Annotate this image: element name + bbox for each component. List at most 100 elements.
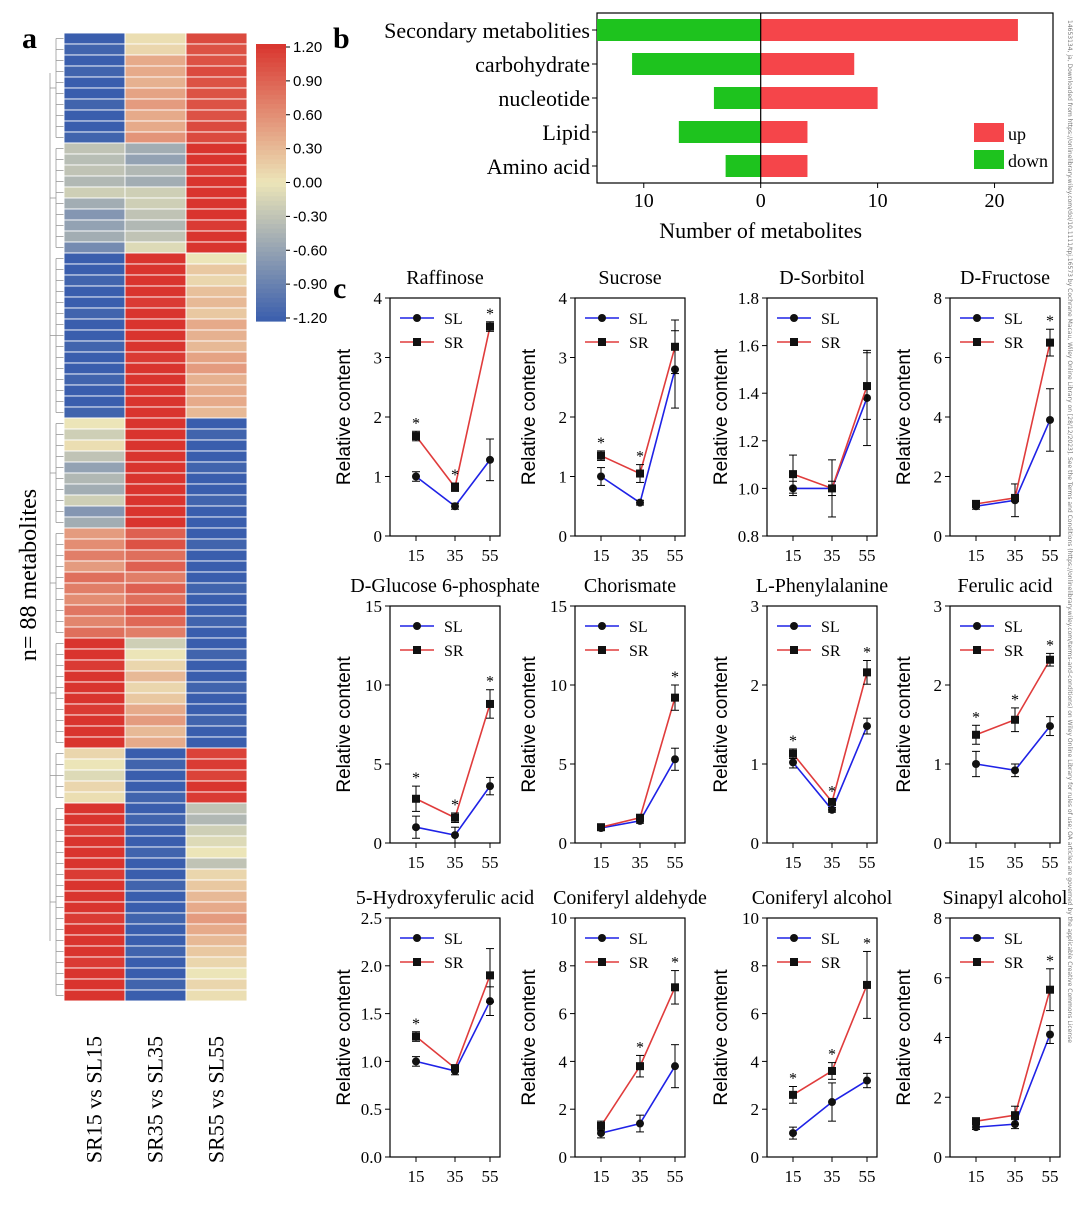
y-tick-label: 1.0 [738, 479, 759, 498]
heatmap-cell [185, 450, 248, 463]
SL-point [451, 502, 459, 511]
heatmap-cell [63, 747, 126, 760]
SR-line [792, 385, 868, 490]
heatmap-cell [63, 802, 126, 815]
heatmap-cell [185, 197, 248, 210]
legend-SL-label: SL [629, 311, 648, 328]
heatmap-cell [63, 626, 126, 639]
heatmap-cell [124, 714, 187, 727]
colorbar-segment [256, 274, 286, 281]
colorbar-segment [256, 164, 286, 170]
heatmap-cell [63, 670, 126, 683]
heatmap-cell [63, 164, 126, 177]
x-tick-label: 35 [447, 546, 464, 565]
colorbar-segment [256, 182, 286, 188]
y-tick-label: 10 [550, 909, 567, 928]
legend-SL-marker [413, 622, 421, 630]
SL-point [1046, 722, 1054, 731]
y-tick-label: 5 [559, 755, 568, 774]
colorbar-segment [256, 127, 286, 133]
legend-SL-label: SL [1004, 311, 1023, 328]
SR-line [600, 986, 676, 1127]
heatmap-cell [185, 747, 248, 760]
heatmap-cell [63, 505, 126, 518]
legend-SR-label: SR [821, 643, 841, 660]
SR-point [1011, 493, 1019, 502]
legend-SR-label: SR [1004, 335, 1024, 352]
bar-down [632, 53, 761, 75]
SR-line [975, 342, 1051, 505]
heatmap-cell [63, 32, 126, 45]
colorbar-segment [256, 288, 286, 294]
heatmap-cell [124, 219, 187, 232]
SL-point [636, 1119, 644, 1128]
colorbar-segment [256, 293, 286, 299]
colorbar-tick-label: -1.20 [293, 310, 327, 327]
heatmap-cell [63, 648, 126, 661]
heatmap-cell [124, 879, 187, 892]
y-tick-label: 2 [751, 1100, 760, 1119]
heatmap-cell [124, 395, 187, 408]
heatmap-cell [124, 967, 187, 980]
heatmap-cell [185, 208, 248, 221]
heatmap-cell [124, 571, 187, 584]
subplot-chorismate: Chorismate 0 5 10 15 15 35 55 Relative content * S… [519, 575, 686, 872]
y-tick-label: 2 [559, 1100, 568, 1119]
heatmap-cell [63, 945, 126, 958]
SR-point [486, 322, 494, 331]
x-tick-label: 0 [756, 190, 766, 212]
subplot-title: Chorismate [584, 575, 676, 597]
heatmap-cell [185, 802, 248, 815]
significance-star: * [636, 449, 644, 466]
y-axis-label: Relative content [894, 656, 915, 793]
SR-point [972, 730, 980, 739]
legend-SR-marker [413, 958, 421, 966]
heatmap-cell [63, 813, 126, 826]
subplot-title: D-Glucose 6-phosphate [350, 575, 540, 597]
colorbar-segment [256, 265, 286, 271]
y-tick-label: 1.6 [738, 337, 759, 356]
colorbar-segment [256, 242, 286, 248]
colorbar-segment [256, 71, 286, 77]
SR-point [451, 483, 459, 492]
legend-SR-marker [973, 338, 981, 346]
heatmap-cell [63, 175, 126, 188]
heatmap-cell [124, 153, 187, 166]
subplot-frame [766, 297, 878, 537]
heatmap-cell [185, 142, 248, 155]
x-tick-label: 55 [859, 853, 876, 872]
heatmap-cell [63, 395, 126, 408]
SR-point [671, 983, 679, 992]
y-tick-label: 4 [751, 1052, 760, 1071]
heatmap-cell [63, 131, 126, 144]
heatmap-cell [63, 142, 126, 155]
colorbar-segment [256, 145, 286, 151]
heatmap-cell [185, 725, 248, 738]
heatmap-cell [124, 780, 187, 793]
colorbar-segment [256, 154, 286, 161]
heatmap-cell [124, 582, 187, 595]
subplot-5-hydroxyferulic-acid: 5-Hydroxyferulic acid 0.0 0.5 1.0 1.5 2.0 2.5 1… [334, 887, 534, 1186]
colorbar-segment [256, 297, 286, 304]
heatmap-cell [63, 153, 126, 166]
legend-SL-marker [790, 622, 798, 630]
heatmap-cell [63, 857, 126, 870]
heatmap-cell [185, 87, 248, 100]
legend-SR-label: SR [444, 335, 464, 352]
SL-point [863, 1076, 871, 1085]
x-tick-label: 55 [1042, 546, 1059, 565]
y-tick-label: 1 [751, 755, 760, 774]
y-tick-label: 10 [365, 676, 382, 695]
colorbar-tick-label: 0.90 [293, 73, 322, 90]
y-tick-label: 4 [559, 1052, 568, 1071]
y-tick-label: 0 [934, 527, 943, 546]
heatmap-cell [63, 406, 126, 419]
legend-SR-marker [598, 958, 606, 966]
heatmap-cell [63, 978, 126, 991]
SR-point [828, 484, 836, 493]
heatmap-cell [185, 956, 248, 969]
heatmap-cell [185, 703, 248, 716]
heatmap-cell [185, 868, 248, 881]
y-tick-label: 15 [550, 597, 567, 616]
y-tick-label: 10 [742, 909, 759, 928]
